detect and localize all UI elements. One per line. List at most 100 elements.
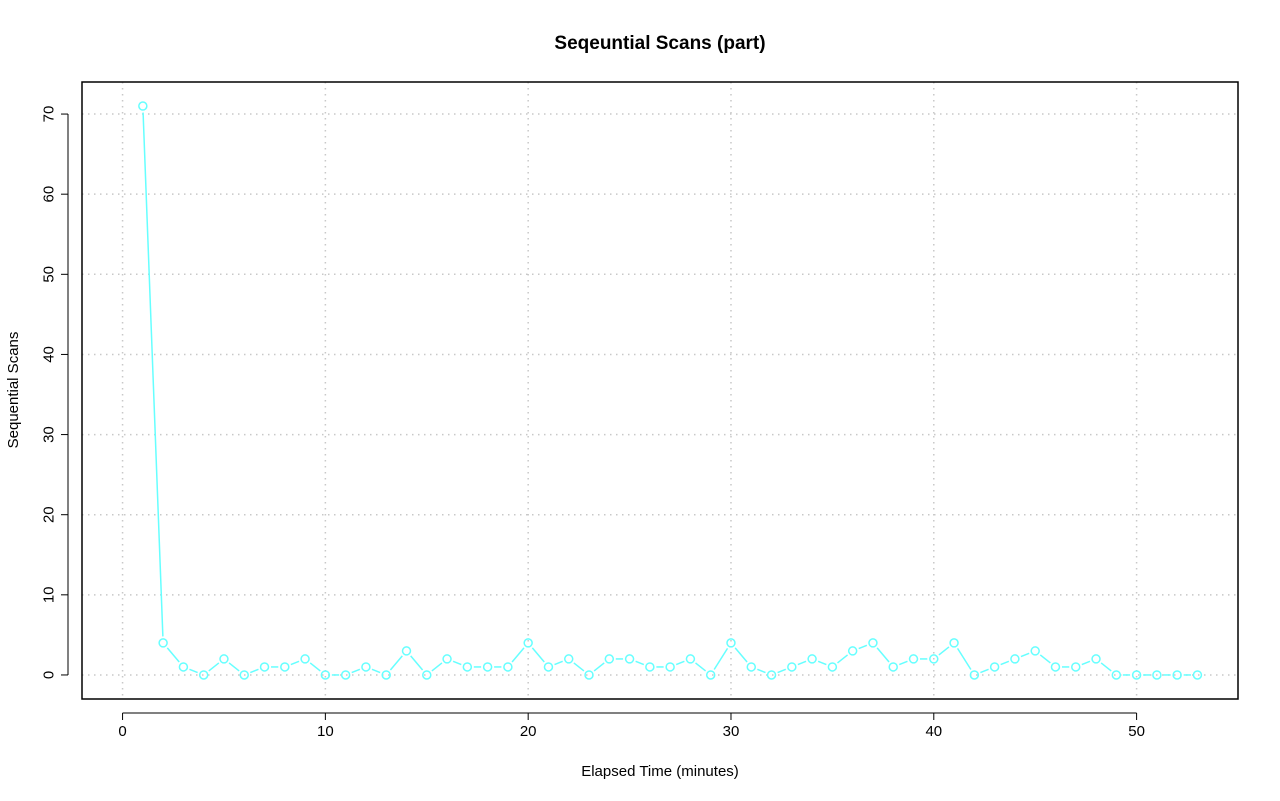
line-segment — [797, 660, 807, 666]
data-point — [726, 638, 736, 648]
line-segment — [1039, 654, 1051, 664]
line-segment — [189, 668, 198, 674]
x-tick-label: 50 — [1128, 723, 1145, 740]
line-segment — [554, 660, 563, 666]
data-point — [401, 646, 412, 656]
line-segment — [410, 655, 424, 671]
data-point — [766, 670, 777, 680]
data-point — [1030, 646, 1040, 656]
data-point — [1192, 670, 1203, 680]
line-segment — [635, 660, 645, 666]
y-tick-label: 70 — [41, 106, 58, 123]
y-tick-label: 30 — [41, 426, 58, 443]
line-segment — [389, 655, 403, 671]
line-segment — [898, 660, 908, 666]
data-point — [807, 654, 817, 664]
line-segment — [1000, 660, 1010, 666]
chart-title: Seqeuntial Scans (part) — [554, 33, 765, 54]
line-segment — [876, 647, 890, 663]
data-point — [1111, 670, 1122, 680]
data-point — [198, 670, 209, 680]
data-series — [138, 101, 1203, 680]
data-point — [1050, 662, 1061, 672]
line-segment — [250, 668, 259, 674]
data-point — [685, 654, 696, 664]
y-axis-label: Sequential Scans — [5, 332, 22, 449]
y-axis: 0 10 20 30 40 50 60 70 — [41, 106, 69, 679]
x-axis-label: Elapsed Time (minutes) — [581, 763, 739, 780]
line-segment — [531, 647, 545, 663]
line-segment — [431, 662, 443, 672]
line-segment — [309, 662, 321, 672]
line-segment — [1100, 662, 1112, 672]
x-tick-label: 10 — [317, 723, 334, 740]
line-segment — [837, 654, 849, 664]
data-point — [1172, 670, 1182, 680]
data-point — [381, 670, 391, 680]
data-point — [705, 670, 716, 680]
line-segment — [675, 660, 685, 666]
line-segment — [351, 668, 361, 674]
data-point — [665, 662, 675, 672]
data-point — [746, 662, 757, 672]
data-point — [868, 638, 878, 648]
data-point — [1091, 654, 1101, 664]
data-point — [624, 654, 635, 664]
line-segment — [371, 668, 381, 674]
data-point — [482, 662, 493, 672]
line-segment — [713, 648, 729, 670]
x-tick-label: 40 — [925, 723, 942, 740]
data-point — [523, 638, 533, 648]
x-tick-label: 20 — [520, 723, 537, 740]
y-tick-label: 10 — [41, 586, 58, 603]
line-segment — [1081, 660, 1091, 666]
x-axis: 0 10 20 30 40 50 — [118, 712, 1145, 740]
data-point — [462, 662, 473, 672]
line-segment — [573, 662, 585, 672]
line-segment — [290, 660, 300, 666]
data-point — [239, 670, 249, 680]
line-segment — [956, 648, 972, 670]
data-point — [1071, 662, 1081, 672]
data-point — [949, 638, 959, 648]
line-segment — [757, 668, 766, 674]
plot-frame — [81, 81, 1239, 700]
data-point — [604, 654, 615, 664]
data-point — [888, 662, 898, 672]
y-tick-label: 60 — [41, 186, 58, 203]
data-point — [543, 662, 554, 672]
data-point — [259, 662, 270, 672]
data-point — [320, 670, 331, 680]
line-segment — [1020, 652, 1030, 658]
line-segment — [142, 112, 164, 637]
data-point — [158, 638, 168, 648]
line-segment — [593, 662, 605, 672]
data-point — [442, 654, 452, 664]
data-point — [645, 662, 655, 672]
grid-lines — [82, 82, 1238, 699]
data-point — [847, 646, 858, 656]
x-tick-label: 30 — [723, 723, 740, 740]
line-segment — [452, 660, 462, 666]
data-point — [300, 654, 310, 664]
line-segment — [228, 662, 240, 672]
line-segment — [938, 646, 950, 656]
data-point — [219, 654, 229, 664]
data-point — [340, 670, 351, 680]
y-tick-label: 20 — [41, 506, 58, 523]
data-point — [280, 662, 290, 672]
line-segment — [980, 668, 989, 674]
data-point — [503, 662, 513, 672]
line-segment — [817, 660, 827, 666]
y-tick-label: 50 — [41, 266, 58, 283]
line-segment — [858, 644, 868, 650]
y-tick-label: 40 — [41, 346, 58, 363]
data-point — [787, 662, 797, 672]
data-point — [827, 662, 838, 672]
data-point — [989, 662, 1000, 672]
data-point — [969, 670, 980, 680]
data-point — [138, 101, 148, 111]
data-point — [178, 662, 189, 672]
data-point — [1152, 670, 1162, 680]
